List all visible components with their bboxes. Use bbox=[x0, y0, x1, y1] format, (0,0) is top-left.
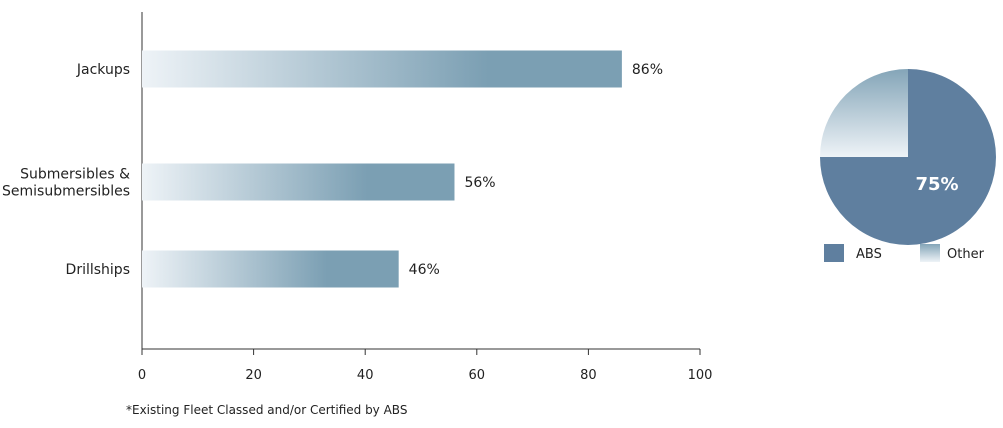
bar-2 bbox=[142, 250, 399, 288]
bar-data-label-0: 86% bbox=[632, 62, 663, 78]
legend-label-other: Other bbox=[947, 247, 985, 262]
category-label-2: Drillships bbox=[66, 262, 130, 278]
legend-swatch-other bbox=[920, 244, 940, 262]
pie-chart: 75% bbox=[820, 69, 996, 245]
bar-data-label-1: 56% bbox=[464, 175, 495, 191]
bar-1 bbox=[142, 163, 455, 201]
bar-chart: 86% Jackups 56% Submersibles & Semisubmersib… bbox=[2, 12, 712, 383]
x-tick-label-80: 80 bbox=[580, 368, 597, 383]
category-label-1: Submersibles & Semisubmersibles bbox=[2, 167, 130, 200]
category-label-0: Jackups bbox=[76, 62, 130, 78]
legend-swatch-abs bbox=[824, 244, 844, 262]
x-tick-label-60: 60 bbox=[469, 368, 486, 383]
bar-data-label-2: 46% bbox=[409, 262, 440, 278]
footnote: *Existing Fleet Classed and/or Certified… bbox=[126, 403, 408, 417]
x-tick-label-100: 100 bbox=[688, 368, 713, 383]
x-tick-label-40: 40 bbox=[357, 368, 374, 383]
pie-slice-label: 75% bbox=[915, 174, 958, 195]
x-tick-label-20: 20 bbox=[245, 368, 262, 383]
legend-label-abs: ABS bbox=[856, 247, 882, 262]
bar-0 bbox=[142, 50, 622, 88]
x-tick-label-0: 0 bbox=[138, 368, 146, 383]
pie-legend: ABS Other bbox=[824, 244, 985, 262]
pie-slice-other bbox=[820, 69, 908, 157]
